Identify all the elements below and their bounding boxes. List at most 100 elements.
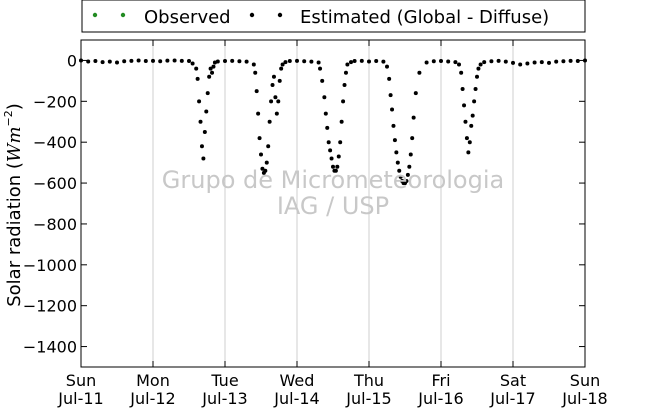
y-tick-label: −1000 [23,256,77,275]
data-point-series-1 [335,164,340,169]
data-point-series-1 [322,95,327,100]
data-point-series-1 [407,164,412,169]
data-point-series-1 [349,60,353,65]
data-point-series-1 [260,166,265,171]
data-point-series-1 [267,119,272,124]
y-tick-label: −1200 [23,297,77,316]
data-point-series-1 [279,66,284,71]
data-point-series-1 [431,59,436,64]
data-point-series-1 [205,91,210,96]
data-point-series-1 [326,140,331,145]
y-axis-label-close: ) [4,103,25,110]
x-tick-label-day: Thu [353,371,384,390]
data-point-series-1 [343,70,348,75]
legend-marker-estimated-1 [249,12,255,18]
data-point-series-1 [489,59,494,64]
data-point-series-1 [215,59,220,64]
data-point-series-1 [333,168,338,173]
x-tick-label-date: Jul-17 [489,389,535,408]
x-tick-label-day: Fri [431,371,450,390]
x-tick-label-date: Jul-11 [57,389,103,408]
data-point-series-1 [287,59,292,64]
data-point-series-1 [336,154,341,159]
data-point-series-1 [392,138,397,143]
data-point-series-1 [342,82,347,87]
data-point-series-1 [283,60,288,65]
data-point-series-1 [374,59,379,64]
y-tick-label: −800 [33,215,77,234]
data-point-series-1 [302,59,307,64]
x-tick-label-day: Mon [136,371,170,390]
data-point-series-1 [320,78,325,83]
data-point-series-1 [472,99,477,104]
data-point-series-1 [325,125,330,130]
data-point-series-1 [359,58,364,63]
data-point-series-1 [257,136,262,141]
data-point-series-1 [107,59,112,64]
y-tick-label: −600 [33,174,77,193]
data-point-series-1 [532,60,537,65]
data-point-series-1 [496,58,501,63]
x-tick-label-day: Sun [570,371,600,390]
y-axis-ticks: 0 −200 −400 −600 −800 −1000 −1200 −1400 [23,51,585,357]
legend-marker-observed-2 [120,12,126,18]
data-point-series-1 [207,74,212,79]
data-point-series-1 [328,148,333,153]
data-point-series-1 [466,150,471,155]
data-point-series-1 [388,93,393,98]
data-point-series-1 [143,59,148,64]
x-axis-ticks: SunJul-11MonJul-12TueJul-13WedJul-14ThuJ… [57,40,608,408]
data-point-series-1 [211,64,216,69]
data-point-series-1 [259,152,263,157]
data-point-series-1 [398,174,403,179]
x-tick-label-day: Wed [280,371,315,390]
data-point-series-1 [274,111,279,116]
data-point-series-1 [136,58,141,63]
data-point-series-1 [309,59,314,64]
data-point-series-1 [413,91,418,96]
data-point-series-1 [199,144,204,149]
data-point-series-1 [230,58,235,63]
data-point-series-1 [129,58,134,63]
x-tick-label-date: Jul-15 [345,389,391,408]
data-point-series-1 [439,59,443,64]
grid-lines [152,40,514,367]
data-point-series-1 [482,60,487,65]
y-axis-label-exponent: −2 [2,110,15,126]
data-point-series-1 [271,74,276,79]
data-point-series-1 [277,78,282,83]
plot-area [81,40,585,367]
data-point-series-1 [385,64,389,69]
data-point-series-1 [446,59,451,64]
data-point-series-1 [405,172,410,177]
data-point-series-1 [158,59,163,64]
x-tick-label-date: Jul-13 [201,389,247,408]
x-tick-label-date: Jul-16 [417,389,463,408]
data-point-series-1 [270,82,275,87]
data-point-series-1 [323,111,328,116]
data-point-series-1 [391,123,396,128]
data-point-series-1 [464,136,469,141]
data-point-series-1 [172,58,177,63]
watermark: Grupo de Micrometeorologia IAG / USP [162,166,504,220]
data-point-series-1 [469,123,474,128]
legend-marker-estimated-2 [277,12,283,18]
data-point-series-1 [179,58,184,63]
data-point-series-1 [208,66,213,71]
x-tick-label-day: Sun [66,371,96,390]
y-tick-label: −200 [33,92,77,111]
watermark-line-2: IAG / USP [277,192,389,220]
data-point-series-1 [295,58,299,63]
data-point-series-1 [329,156,334,161]
legend-frame [81,0,586,33]
data-point-series-1 [256,111,261,116]
data-point-series-1 [190,61,195,66]
data-point-series-1 [473,87,478,92]
data-point-series-1 [467,140,472,145]
data-point-series-1 [264,160,269,165]
legend-label-observed: Observed [144,7,231,28]
data-point-series-1 [397,168,402,173]
x-tick-label-date: Jul-14 [273,389,319,408]
y-tick-label: 0 [67,51,77,70]
